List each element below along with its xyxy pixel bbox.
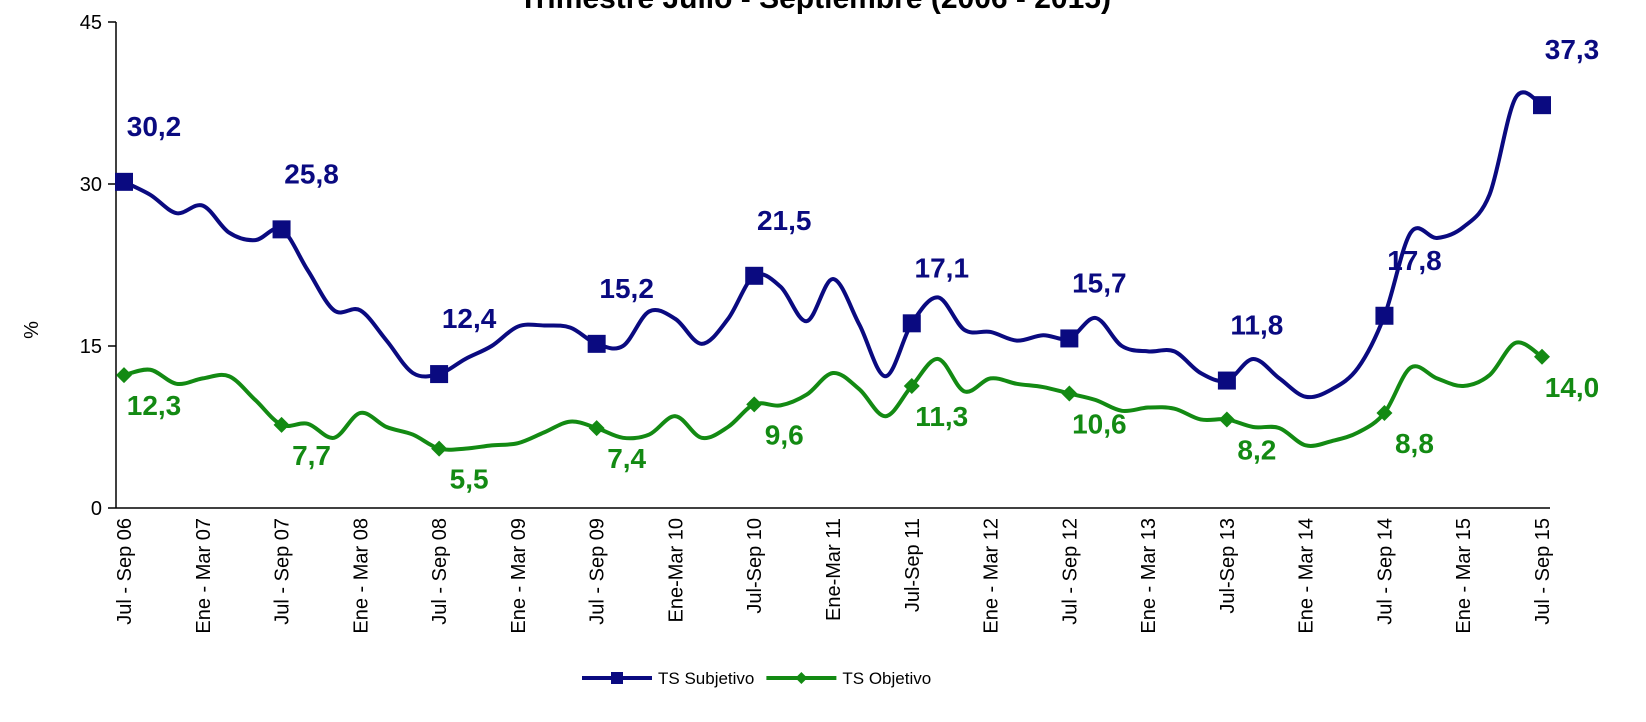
legend-label: TS Subjetivo <box>658 669 754 688</box>
data-label: 17,8 <box>1387 245 1442 276</box>
data-label: 5,5 <box>450 464 489 495</box>
x-tick-label: Jul - Sep 06 <box>114 518 136 625</box>
legend-marker <box>795 672 808 684</box>
marker <box>115 172 133 191</box>
data-label: 11,8 <box>1230 310 1283 341</box>
marker <box>1061 385 1078 402</box>
data-label: 7,4 <box>607 443 646 474</box>
marker <box>273 416 290 433</box>
series-line <box>123 90 1544 400</box>
x-tick-label: Ene - Mar 14 <box>1296 518 1318 634</box>
data-label: 8,2 <box>1237 434 1276 465</box>
marker <box>587 334 606 353</box>
x-tick-label: Jul - Sep 15 <box>1532 518 1554 625</box>
marker <box>903 377 920 394</box>
marker <box>588 420 605 437</box>
marker <box>431 440 448 457</box>
x-tick-label: Jul - Sep 07 <box>272 518 294 625</box>
marker <box>1533 96 1551 115</box>
data-label: 17,1 <box>915 252 970 283</box>
x-tick-label: Jul - Sep 12 <box>1059 518 1081 625</box>
data-label: 9,6 <box>765 419 804 450</box>
marker <box>272 220 291 239</box>
marker <box>1376 404 1393 421</box>
x-tick-label: Jul-Sep 10 <box>744 518 766 614</box>
data-label: 11,3 <box>915 401 968 432</box>
x-tick-label: Jul-Sep 11 <box>902 518 924 612</box>
data-label: 30,2 <box>127 111 182 142</box>
data-label: 15,2 <box>599 273 654 304</box>
x-tick-label: Ene - Mar 08 <box>350 518 372 634</box>
data-label: 15,7 <box>1072 267 1127 298</box>
x-tick-label: Jul - Sep 08 <box>429 518 451 625</box>
x-tick-label: Jul-Sep 13 <box>1217 518 1239 614</box>
legend-label: TS Objetivo <box>842 669 931 688</box>
y-tick-label: 0 <box>91 498 102 520</box>
data-label: 7,7 <box>292 440 331 471</box>
marker <box>430 365 449 384</box>
x-tick-label: Ene-Mar 10 <box>665 518 687 623</box>
data-label: 12,3 <box>127 390 182 421</box>
data-label: 8,8 <box>1395 428 1434 459</box>
legend: TS Subjetivo TS Objetivo <box>582 669 931 688</box>
y-axis-label: % <box>21 321 43 339</box>
x-tick-label: Ene - Mar 13 <box>1138 518 1160 634</box>
x-tick-label: Ene - Mar 12 <box>981 518 1003 634</box>
x-tick-label: Jul - Sep 09 <box>587 518 609 625</box>
y-tick-label: 30 <box>80 174 102 196</box>
x-tick-label: Ene - Mar 09 <box>508 518 530 634</box>
data-label: 25,8 <box>284 158 339 189</box>
data-label: 12,4 <box>442 303 497 334</box>
marker <box>1218 411 1235 428</box>
x-tick-label: Ene - Mar 15 <box>1453 518 1475 634</box>
marker <box>1217 371 1236 390</box>
x-tick-label: Jul - Sep 14 <box>1374 518 1396 625</box>
x-tick-label: Ene-Mar 11 <box>823 518 845 621</box>
marker <box>1375 306 1394 325</box>
marker <box>116 367 132 384</box>
marker <box>902 314 921 333</box>
legend-marker <box>611 672 623 684</box>
marker <box>746 396 763 413</box>
chart-title: Trimestre Julio - Septiembre (2006 - 201… <box>519 0 1111 15</box>
y-tick-label: 45 <box>80 12 102 34</box>
marker <box>1534 348 1550 365</box>
data-label: 37,3 <box>1545 34 1600 65</box>
y-tick-label: 15 <box>80 336 102 358</box>
series-line <box>123 340 1544 452</box>
data-label: 10,6 <box>1072 409 1127 440</box>
marker <box>745 266 764 285</box>
data-label: 21,5 <box>757 205 812 236</box>
x-tick-label: Ene - Mar 07 <box>193 518 215 634</box>
marker <box>1060 329 1079 348</box>
data-label: 14,0 <box>1545 372 1600 403</box>
